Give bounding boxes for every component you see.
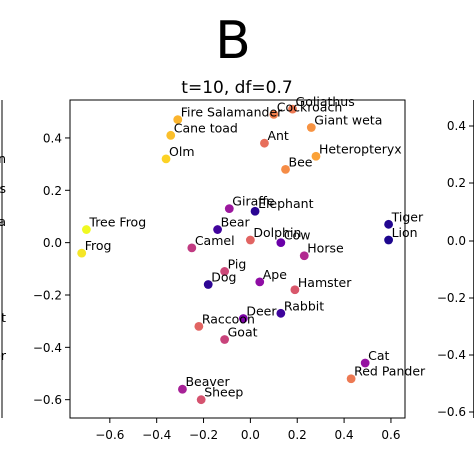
data-point bbox=[311, 151, 321, 161]
data-point bbox=[306, 123, 316, 132]
left-panel-labels: n thus nt weta t ander bbox=[0, 151, 7, 363]
point-label: Beaver bbox=[185, 374, 230, 389]
left-panel-label: nt weta bbox=[0, 214, 6, 229]
point-label: Camel bbox=[195, 233, 235, 248]
x-tick-label: −0.4 bbox=[142, 428, 171, 442]
right-panel-fragment: 0.4 0.2 0.0 −0.2 −0.4 −0.6 bbox=[437, 100, 474, 419]
data-point bbox=[173, 115, 183, 125]
data-point bbox=[178, 384, 187, 394]
chart-title: t=10, df=0.7 bbox=[181, 78, 292, 98]
data-point bbox=[203, 280, 213, 289]
data-point bbox=[360, 358, 370, 368]
point-label: Bear bbox=[221, 215, 251, 230]
axis-ticks: −0.6 −0.4 −0.2 0.0 0.2 0.4 0.6 0.4 0.2 0.0 −0.2 −0.… bbox=[33, 131, 401, 442]
point-label: Pig bbox=[228, 256, 247, 271]
point-label: Dog bbox=[211, 270, 236, 285]
data-point bbox=[288, 104, 297, 114]
data-point bbox=[346, 374, 356, 384]
y-tick-label: 0.2 bbox=[43, 184, 62, 198]
point-label: Bee bbox=[289, 154, 313, 169]
left-panel-label: t bbox=[1, 310, 6, 325]
point-label: Ape bbox=[263, 267, 287, 282]
point-label: Cat bbox=[368, 348, 389, 363]
data-point bbox=[161, 154, 171, 164]
data-point bbox=[224, 204, 234, 214]
point-label: Goliathus bbox=[296, 94, 355, 109]
x-tick-label: 0.4 bbox=[335, 428, 354, 442]
left-panel-fragment: n thus nt weta t ander bbox=[0, 100, 7, 418]
right-y-tick-label: −0.6 bbox=[437, 405, 466, 419]
data-point bbox=[238, 314, 248, 323]
data-point bbox=[384, 219, 394, 229]
right-panel-yticks: 0.4 0.2 0.0 −0.2 −0.4 −0.6 bbox=[437, 119, 474, 419]
data-point bbox=[269, 109, 279, 119]
point-label: Giant weta bbox=[314, 112, 382, 127]
data-point bbox=[81, 225, 91, 234]
point-label: Cow bbox=[284, 228, 311, 243]
data-point bbox=[276, 238, 286, 248]
right-y-tick-label: 0.0 bbox=[447, 234, 466, 248]
y-tick-label: 0.0 bbox=[43, 236, 62, 250]
point-label: Heteropteryx bbox=[319, 141, 402, 156]
point-label: Fire Salamander bbox=[181, 105, 283, 120]
point-label: Dolphin bbox=[253, 225, 301, 240]
panel-letter: B bbox=[215, 11, 251, 71]
plot-frame bbox=[69, 99, 406, 419]
point-label: Rabbit bbox=[284, 298, 324, 313]
data-point bbox=[187, 243, 197, 253]
left-panel-label: n bbox=[0, 151, 6, 166]
point-label: Giraffe bbox=[232, 194, 275, 209]
data-point bbox=[220, 267, 230, 276]
data-point bbox=[384, 235, 394, 245]
point-label: Cockroach bbox=[277, 99, 342, 114]
left-panel-label: thus bbox=[0, 181, 6, 196]
y-tick-label: −0.6 bbox=[33, 393, 62, 407]
point-label: Ant bbox=[267, 128, 288, 143]
y-tick-label: −0.2 bbox=[33, 288, 62, 302]
left-panel-label: ander bbox=[0, 348, 7, 363]
y-tick-label: −0.4 bbox=[33, 341, 62, 355]
point-label: Elephant bbox=[258, 196, 314, 211]
point-label: Raccoon bbox=[202, 311, 255, 326]
point-label: Cane toad bbox=[174, 120, 238, 135]
right-y-tick-label: 0.4 bbox=[447, 119, 466, 133]
x-tick-label: 0.0 bbox=[241, 428, 260, 442]
point-label: Hamster bbox=[298, 275, 352, 290]
data-point bbox=[281, 164, 290, 174]
data-point bbox=[250, 206, 260, 216]
x-tick-label: −0.6 bbox=[95, 428, 124, 442]
data-point bbox=[220, 335, 230, 344]
data-point bbox=[245, 235, 255, 245]
data-point bbox=[260, 138, 269, 148]
point-label: Tree Frog bbox=[88, 215, 146, 230]
point-label: Sheep bbox=[204, 385, 243, 400]
data-point bbox=[166, 130, 176, 140]
right-y-tick-label: 0.2 bbox=[447, 176, 466, 190]
data-point bbox=[196, 395, 206, 405]
point-label: Tiger bbox=[391, 209, 424, 224]
right-y-tick-label: −0.2 bbox=[437, 291, 466, 305]
point-label: Goat bbox=[228, 324, 258, 339]
data-point bbox=[276, 308, 286, 318]
point-label: Red Pander bbox=[354, 364, 426, 379]
point-label: Olm bbox=[169, 144, 195, 159]
scatter-chart: t=10, df=0.7 −0.6 −0.4 −0.2 0.0 0.2 0.4 0.6 0.4… bbox=[33, 78, 426, 442]
data-point bbox=[194, 321, 204, 331]
point-label: Frog bbox=[85, 238, 112, 253]
data-point bbox=[299, 251, 309, 261]
y-tick-label: 0.4 bbox=[43, 131, 62, 145]
x-tick-label: 0.2 bbox=[288, 428, 307, 442]
data-point bbox=[290, 285, 300, 295]
x-tick-label: 0.6 bbox=[381, 428, 400, 442]
data-points bbox=[77, 104, 394, 405]
data-point bbox=[255, 277, 265, 287]
data-point bbox=[77, 248, 87, 258]
x-tick-label: −0.2 bbox=[189, 428, 218, 442]
point-label: Deer bbox=[246, 304, 277, 319]
right-y-tick-label: −0.4 bbox=[437, 348, 466, 362]
data-point bbox=[213, 225, 222, 234]
point-label: Horse bbox=[307, 241, 344, 256]
